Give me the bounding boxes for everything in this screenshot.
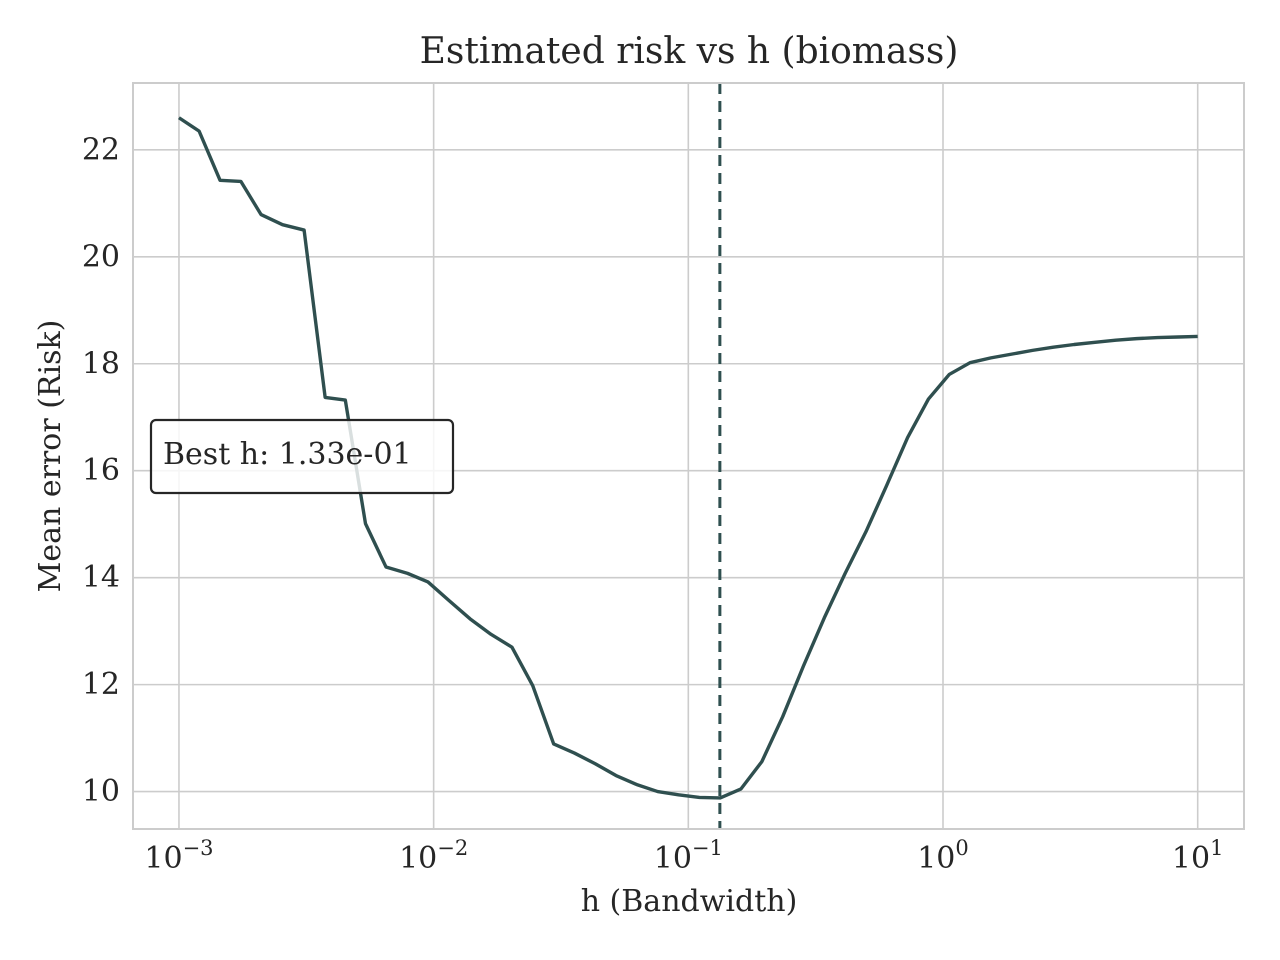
y-tick-label: 22 [82, 132, 120, 167]
y-tick-label: 20 [82, 239, 120, 274]
x-tick-label: 101 [1172, 836, 1224, 876]
y-axis-label: Mean error (Risk) [33, 320, 68, 593]
chart-title: Estimated risk vs h (biomass) [420, 31, 959, 72]
x-tick-label: 10−1 [654, 836, 723, 876]
x-axis-label: h (Bandwidth) [581, 884, 798, 919]
y-tick-label: 16 [82, 453, 120, 488]
y-tick-label: 18 [82, 346, 120, 381]
tick-labels: 10−3 10−2 10−1 100 101 10 12 14 16 18 20 22 [82, 132, 1224, 876]
grid [133, 83, 1244, 829]
x-tick-label: 10−3 [144, 836, 213, 876]
y-tick-label: 10 [82, 774, 120, 809]
annotation-text: Best h: 1.33e-01 [163, 437, 412, 472]
annotation-box [149, 418, 455, 495]
plot-frame [132, 82, 1245, 830]
y-tick-label: 14 [82, 560, 120, 595]
x-tick-label: 100 [917, 836, 969, 876]
best-h-annotation: Best h: 1.33e-01 [149, 418, 455, 495]
y-tick-label: 12 [82, 667, 120, 702]
x-tick-label: 10−2 [399, 836, 468, 876]
